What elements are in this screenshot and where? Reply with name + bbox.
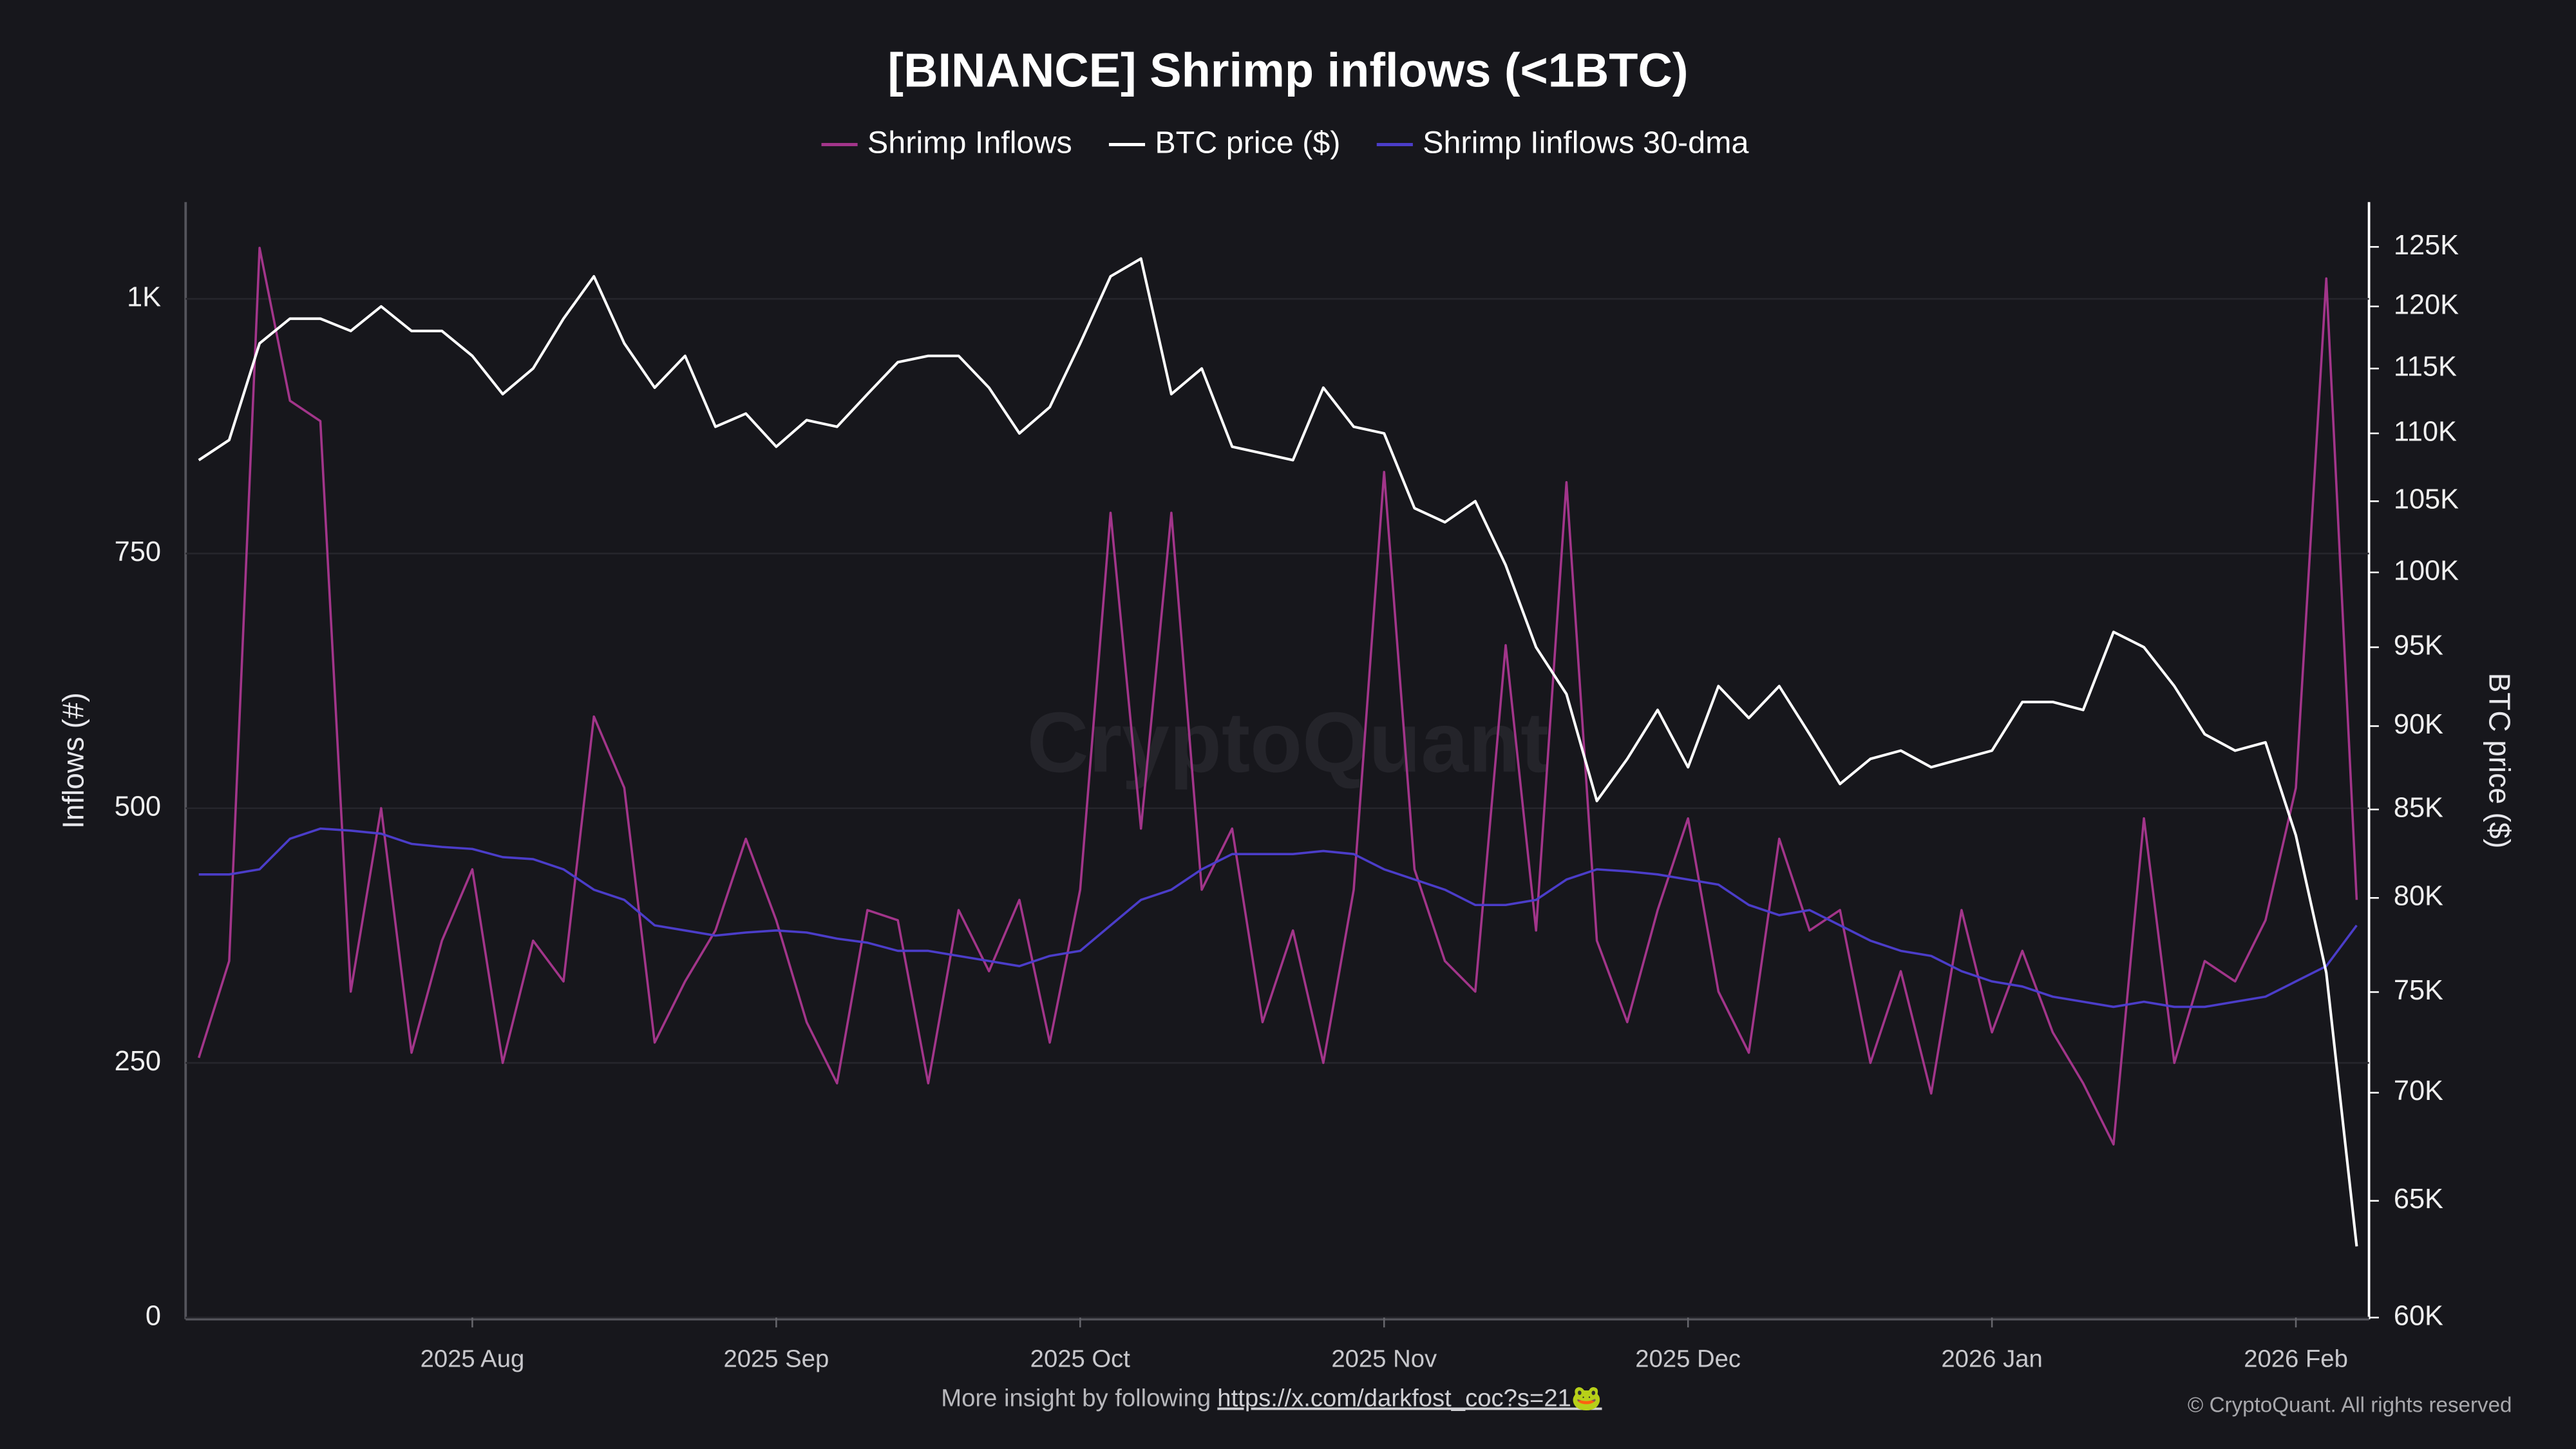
y2-tick-label: 75K bbox=[2394, 975, 2443, 1006]
x-tick-label: 2025 Oct bbox=[1030, 1345, 1131, 1372]
y-axis-title: Inflows (#) bbox=[56, 692, 90, 829]
y2-tick-label: 70K bbox=[2394, 1075, 2443, 1106]
y2-tick-label: 105K bbox=[2394, 484, 2459, 515]
y2-tick-label: 85K bbox=[2394, 792, 2443, 823]
y2-tick-label: 65K bbox=[2394, 1184, 2443, 1215]
y2-tick-label: 90K bbox=[2394, 709, 2443, 740]
copyright: © CryptoQuant. All rights reserved bbox=[2188, 1393, 2512, 1417]
series-line bbox=[198, 257, 2358, 1247]
y2-tick-label: 110K bbox=[2394, 416, 2457, 447]
chart-title: [BINANCE] Shrimp inflows (<1BTC) bbox=[887, 43, 1688, 97]
footer-link[interactable]: https://x.com/darkfost_coc?s=21🐸 bbox=[1217, 1385, 1602, 1412]
y-tick-label: 750 bbox=[115, 536, 161, 567]
legend-label: Shrimp Iinflows 30-dma bbox=[1423, 125, 1748, 160]
y2-tick-label: 120K bbox=[2394, 289, 2459, 320]
series-line bbox=[198, 827, 2358, 1009]
x-tick-label: 2026 Feb bbox=[2244, 1345, 2348, 1372]
legend-label: BTC price ($) bbox=[1155, 125, 1340, 160]
footer-text: More insight by following bbox=[941, 1385, 1211, 1412]
x-tick-label: 2025 Sep bbox=[723, 1345, 829, 1372]
y2-tick-label: 60K bbox=[2394, 1300, 2443, 1331]
watermark: CryptoQuant bbox=[1027, 695, 1549, 790]
x-tick-label: 2025 Aug bbox=[421, 1345, 525, 1372]
y-tick-label: 0 bbox=[146, 1300, 161, 1331]
y2-tick-label: 100K bbox=[2394, 555, 2459, 586]
x-tick-label: 2025 Nov bbox=[1331, 1345, 1437, 1372]
y2-tick-label: 80K bbox=[2394, 881, 2443, 912]
y-tick-label: 250 bbox=[115, 1046, 161, 1077]
series-line bbox=[197, 247, 2358, 1146]
x-tick-label: 2026 Jan bbox=[1941, 1345, 2042, 1372]
legend-label: Shrimp Inflows bbox=[867, 125, 1072, 160]
y2-tick-label: 115K bbox=[2394, 352, 2457, 383]
y2-axis-title: BTC price ($) bbox=[2483, 673, 2516, 849]
y2-tick-label: 95K bbox=[2394, 630, 2443, 661]
x-tick-label: 2025 Dec bbox=[1635, 1345, 1741, 1372]
y-tick-label: 500 bbox=[115, 791, 161, 822]
y2-tick-label: 125K bbox=[2394, 230, 2459, 261]
y-tick-label: 1K bbox=[127, 282, 161, 313]
